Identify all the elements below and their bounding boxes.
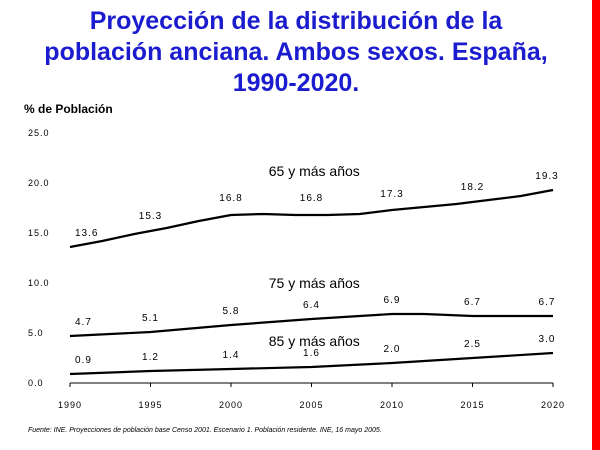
data-label: 18.2	[461, 182, 484, 193]
data-label: 6.4	[303, 300, 320, 311]
x-tick-label: 1990	[58, 400, 82, 410]
data-label: 5.8	[223, 306, 240, 317]
data-label: 6.7	[464, 297, 481, 308]
y-tick-label: 10.0	[28, 278, 50, 288]
x-tick-label: 1995	[138, 400, 162, 410]
data-label: 13.6	[75, 228, 98, 239]
data-label: 6.7	[539, 297, 556, 308]
data-label: 1.6	[303, 348, 320, 359]
x-tick-label: 2005	[299, 400, 323, 410]
x-tick-label: 2020	[541, 400, 565, 410]
y-tick-label: 25.0	[28, 128, 50, 138]
series-name-label: 65 y más años	[269, 163, 360, 179]
y-tick-label: 15.0	[28, 228, 50, 238]
accent-bar	[592, 0, 600, 450]
data-label: 2.5	[464, 339, 481, 350]
data-label: 5.1	[142, 313, 159, 324]
x-tick-label: 2000	[219, 400, 243, 410]
data-label: 19.3	[535, 171, 558, 182]
y-axis-label: % de Población	[24, 102, 113, 116]
series-name-label: 85 y más años	[269, 333, 360, 349]
data-label: 3.0	[539, 334, 556, 345]
source-note: Fuente: INE. Proyecciones de población b…	[28, 427, 382, 434]
x-tick-label: 2010	[380, 400, 404, 410]
data-label: 1.2	[142, 352, 159, 363]
x-tick-label: 2015	[460, 400, 484, 410]
data-label: 1.4	[223, 350, 240, 361]
data-label: 6.9	[384, 295, 401, 306]
series-line-2	[69, 312, 553, 338]
data-label: 16.8	[300, 193, 323, 204]
data-label: 2.0	[384, 344, 401, 355]
data-label: 0.9	[75, 355, 92, 366]
y-tick-label: 20.0	[28, 178, 50, 188]
data-label: 16.8	[219, 193, 242, 204]
y-tick-label: 0.0	[28, 378, 44, 388]
chart-title: Proyección de la distribución de la pobl…	[44, 7, 548, 97]
y-tick-label: 5.0	[28, 328, 44, 338]
data-label: 15.3	[139, 211, 162, 222]
series-line-1	[69, 188, 554, 249]
data-label: 17.3	[380, 189, 403, 200]
series-line-3	[69, 351, 554, 376]
series-name-label: 75 y más años	[269, 275, 360, 291]
data-label: 4.7	[75, 317, 92, 328]
